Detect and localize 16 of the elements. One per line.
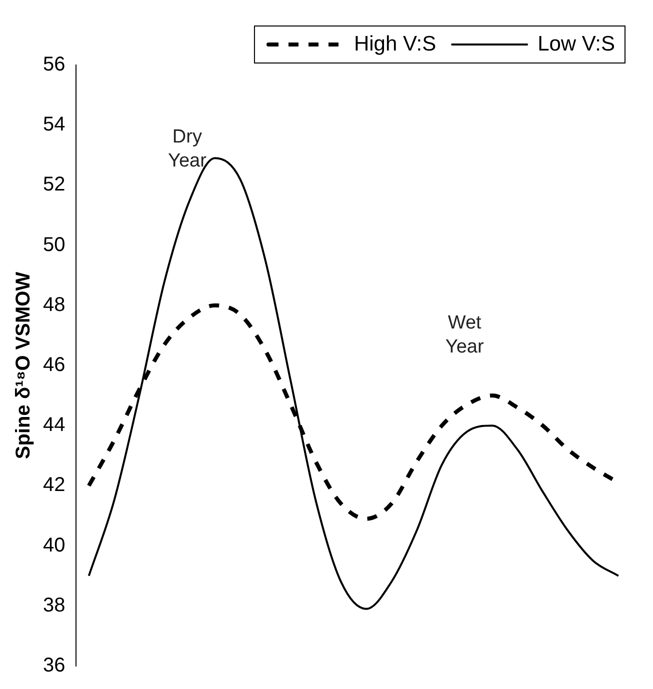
- y-tick-label: 50: [42, 234, 66, 256]
- annotation: Wet Year: [445, 312, 484, 358]
- y-tick-label: 56: [42, 54, 66, 76]
- y-tick-label: 48: [42, 294, 66, 316]
- y-tick-label: 36: [42, 654, 66, 677]
- y-tick-label: 44: [42, 414, 66, 436]
- y-axis-title: Spine δ¹⁸O VSMOW: [12, 272, 35, 460]
- y-tick-label: 42: [42, 474, 66, 496]
- y-tick-label: 40: [42, 534, 66, 556]
- y-tick-label: 54: [42, 114, 66, 136]
- y-tick-label: 52: [42, 174, 66, 196]
- y-tick-label: 46: [42, 354, 66, 376]
- legend-label: High V:S: [354, 32, 436, 56]
- y-tick-label: 38: [42, 594, 66, 616]
- legend-label: Low V:S: [538, 32, 616, 56]
- annotation: Dry Year: [168, 126, 208, 172]
